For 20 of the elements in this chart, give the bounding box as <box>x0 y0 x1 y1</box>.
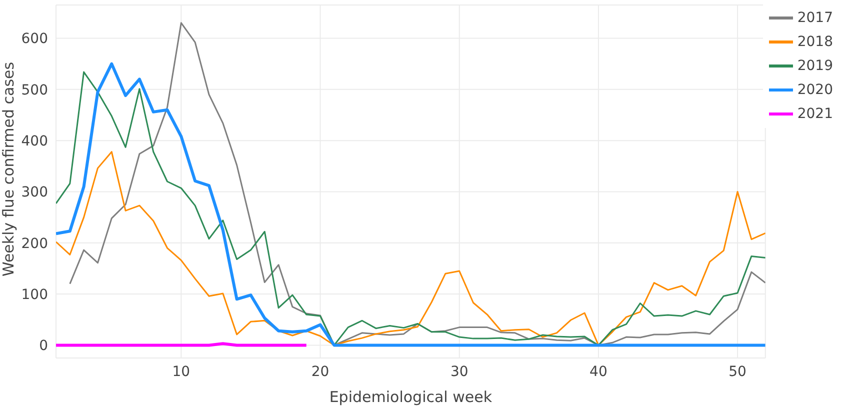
y-tick-label: 100 <box>21 287 48 304</box>
legend-label: 2021 <box>797 106 833 122</box>
y-tick-label: 200 <box>21 236 48 252</box>
y-tick-label: 500 <box>21 82 48 98</box>
x-tick-label: 50 <box>728 364 746 380</box>
x-axis-title: Epidemiological week <box>329 388 492 406</box>
y-tick-label: 400 <box>21 134 48 150</box>
legend-label: 2018 <box>797 34 833 50</box>
x-tick-label: 30 <box>450 364 468 380</box>
y-tick-label: 600 <box>21 31 48 48</box>
x-tick-label: 20 <box>311 364 330 380</box>
legend-label: 2020 <box>797 82 833 98</box>
y-tick-label: 300 <box>21 184 48 201</box>
legend-label: 2019 <box>797 58 833 74</box>
x-tick-label: 40 <box>590 364 608 380</box>
x-tick-label: 10 <box>172 364 190 380</box>
y-axis-title: Weekly flue confirmed cases <box>0 62 18 276</box>
legend-label: 2017 <box>797 10 833 26</box>
line-series <box>56 151 766 346</box>
y-tick-label: 0 <box>39 338 48 354</box>
